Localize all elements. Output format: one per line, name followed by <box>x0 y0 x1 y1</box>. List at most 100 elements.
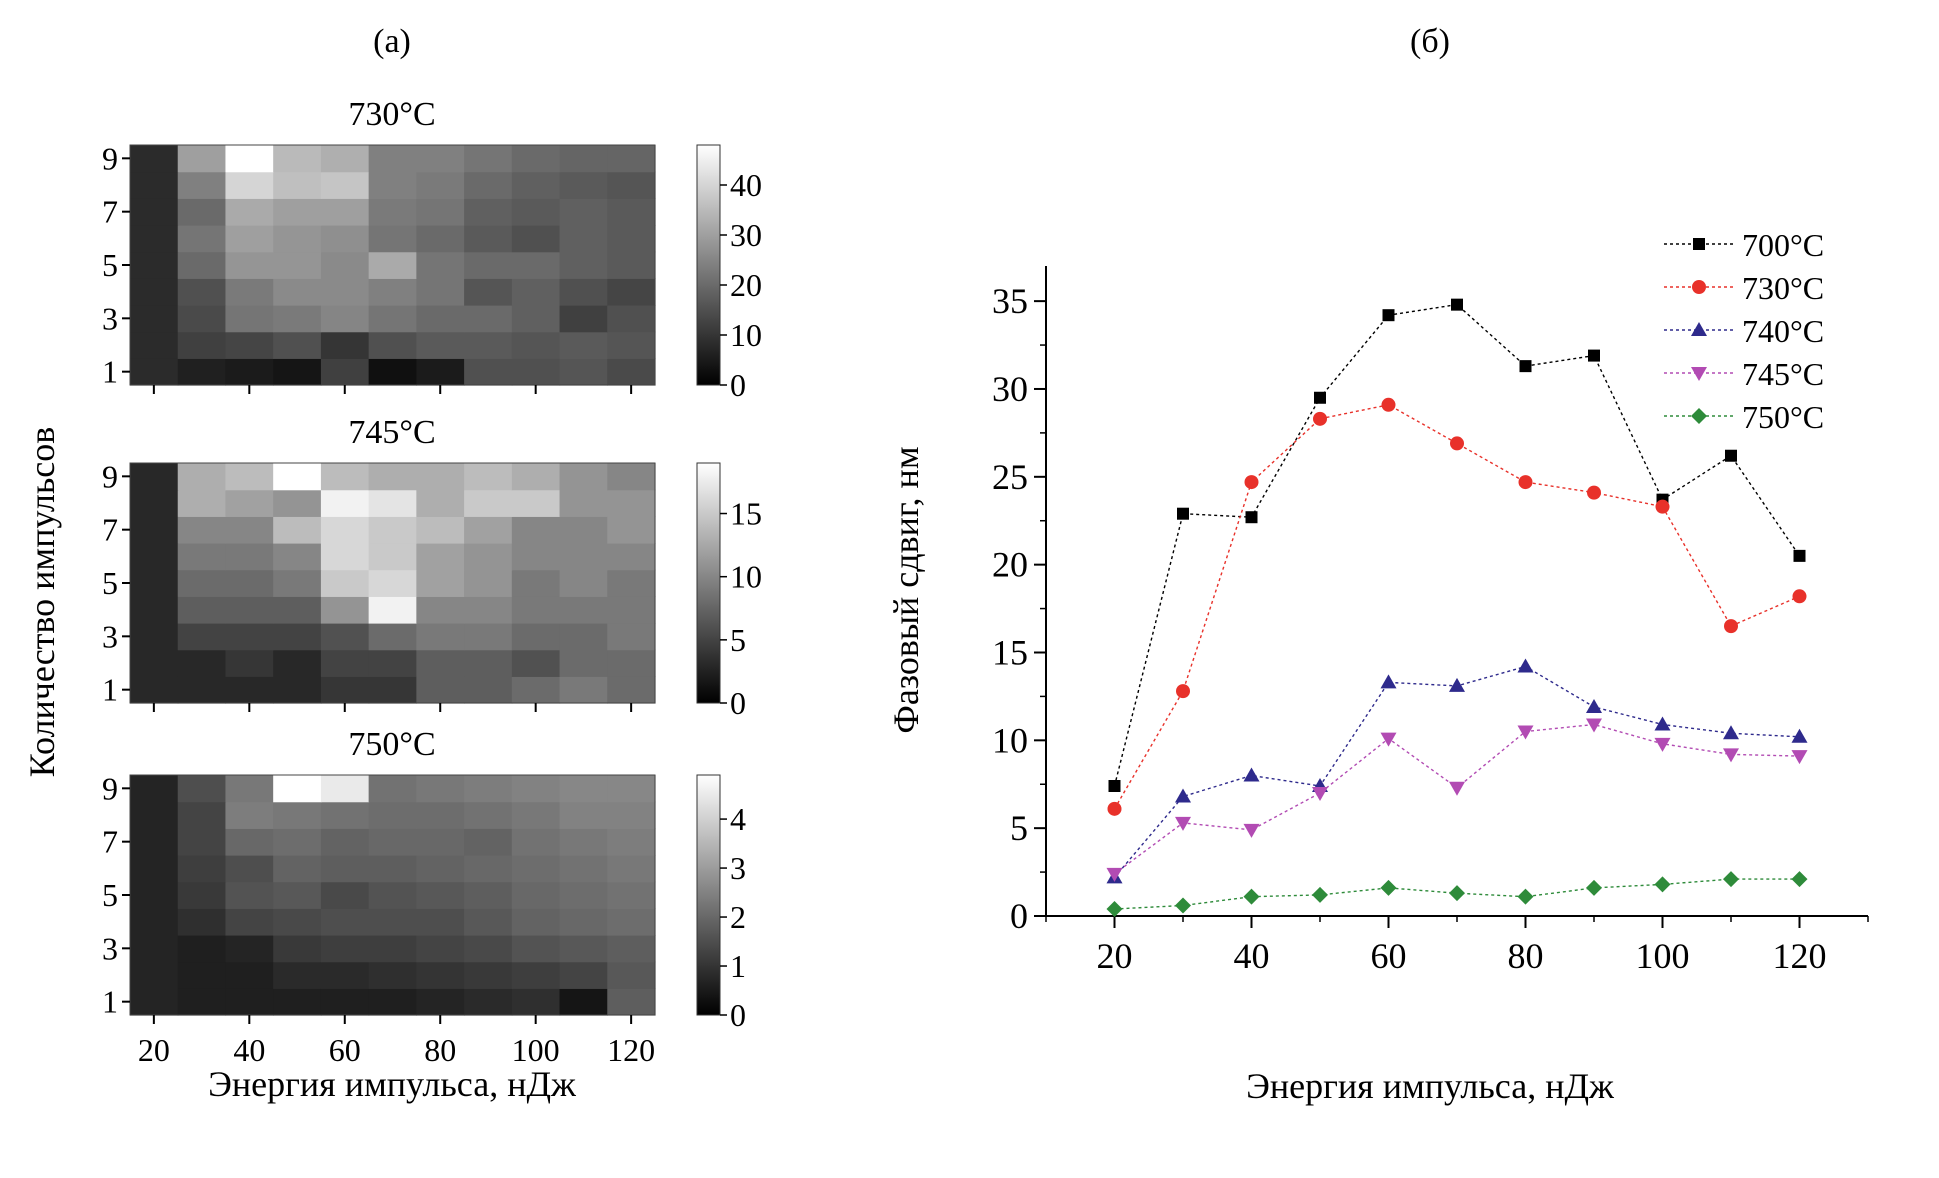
marker-circle <box>1655 499 1670 514</box>
heatmap-cell <box>368 145 417 173</box>
heatmap-cell <box>511 623 561 651</box>
marker-square <box>1588 349 1600 362</box>
heatmap-cell <box>130 569 179 597</box>
legend: 700°C 730°C 740°C 745°C 750°C <box>1664 227 1824 435</box>
heatmap-cell <box>225 881 274 909</box>
heatmap-cell <box>607 596 656 624</box>
heatmap-cell <box>511 935 561 963</box>
marker-circle <box>1724 619 1738 634</box>
heatmap-cell <box>273 145 322 173</box>
heatmap-cell <box>368 305 417 333</box>
marker-circle <box>1518 475 1533 490</box>
heatmap-cell <box>225 596 274 624</box>
heatmap-cell <box>416 331 465 359</box>
heatmap-cell <box>130 305 179 333</box>
heatmap-cell <box>273 305 322 333</box>
heatmap-cell <box>511 649 561 677</box>
heatmap-cell <box>368 961 417 989</box>
heatmap-cell <box>320 676 370 704</box>
heatmap-cell <box>607 676 656 704</box>
marker-triangle-down <box>1791 750 1808 765</box>
heatmap-cell <box>320 145 370 173</box>
heatmap-cell <box>607 988 656 1016</box>
heatmap-cell <box>320 569 370 597</box>
heatmap-cell <box>177 775 227 803</box>
heatmap-cell <box>368 225 417 253</box>
heatmap-cell <box>177 516 227 544</box>
colorbar-tick-label: 3 <box>730 850 746 886</box>
heatmap-cell <box>177 855 227 883</box>
heatmap-cell <box>320 596 370 624</box>
heatmap-cell <box>273 961 322 989</box>
heatmap-cell <box>511 171 561 199</box>
marker-square <box>1108 780 1121 792</box>
heatmap-cell <box>130 676 179 704</box>
heatmap-cell <box>273 649 322 677</box>
heatmap-cell <box>177 278 227 306</box>
marker-triangle-up <box>1654 716 1671 731</box>
y-tick-label: 0 <box>1010 896 1028 936</box>
series-diamond <box>1106 871 1808 917</box>
heatmap-cell <box>130 908 179 936</box>
heatmap-cell <box>130 961 179 989</box>
heatmap-cell <box>177 935 227 963</box>
heatmap-cell <box>368 801 417 829</box>
heatmap-cell <box>320 516 370 544</box>
heatmap-cell <box>273 569 322 597</box>
heatmap-cell <box>511 881 561 909</box>
heatmap-cell <box>416 305 465 333</box>
heatmap-cell <box>607 649 656 677</box>
heatmap-cell <box>273 251 322 279</box>
series-line <box>1113 303 1801 787</box>
heatmap-cell <box>607 358 656 386</box>
heatmap-cell <box>559 828 608 856</box>
marker-diamond <box>1654 876 1671 893</box>
marker-triangle-up <box>1380 674 1397 689</box>
heatmap-cell <box>511 251 561 279</box>
heatmap-y-tick-label: 9 <box>102 458 118 494</box>
heatmap-cell <box>177 828 227 856</box>
heatmap-cell <box>368 649 417 677</box>
heatmap-y-tick-label: 1 <box>102 354 118 390</box>
heatmap-cell <box>320 908 370 936</box>
heatmap-cell <box>320 623 370 651</box>
heatmap-y-tick-label: 3 <box>102 618 118 654</box>
heatmap-cell <box>273 775 322 803</box>
heatmap-cell <box>416 676 465 704</box>
heatmap-cell <box>177 463 227 491</box>
marker-triangle-down <box>1449 781 1465 796</box>
heatmap-cell <box>273 463 322 491</box>
heatmap-cell <box>511 801 561 829</box>
heatmap-cell <box>464 623 513 651</box>
heatmap-cell <box>368 676 417 704</box>
heatmap-cell <box>464 961 513 989</box>
heatmap-cell <box>511 855 561 883</box>
heatmap-cell <box>607 278 656 306</box>
heatmap-y-tick-label: 5 <box>102 877 118 913</box>
series-line <box>1113 404 1800 810</box>
heatmap-cell <box>416 596 465 624</box>
heatmap-cell <box>320 251 370 279</box>
heatmap-cell <box>559 961 608 989</box>
heatmap-cell <box>559 569 608 597</box>
y-tick-label: 30 <box>992 369 1028 409</box>
heatmap-x-tick-label: 60 <box>329 1032 361 1068</box>
heatmap-cell <box>368 489 417 517</box>
heatmap-cell <box>368 171 417 199</box>
heatmap-cell <box>368 198 417 226</box>
marker-circle <box>1313 411 1327 426</box>
heatmap-cell <box>273 881 322 909</box>
heatmap-cell <box>320 198 370 226</box>
heatmap-cell <box>464 251 513 279</box>
y-tick-label: 25 <box>992 457 1028 497</box>
marker-triangle-up <box>1517 658 1534 673</box>
heatmap-cell <box>368 775 417 803</box>
marker-square <box>1314 391 1326 404</box>
heatmap-cell <box>416 171 465 199</box>
heatmap-cell <box>273 198 322 226</box>
heatmap-cell <box>273 225 322 253</box>
heatmap-cell <box>273 331 322 359</box>
heatmap-cell <box>225 775 274 803</box>
heatmap-1: 730°C 1 3 5 7 9 0 10 20 30 40 <box>102 96 762 403</box>
heatmap-y-tick-label: 3 <box>102 300 118 336</box>
